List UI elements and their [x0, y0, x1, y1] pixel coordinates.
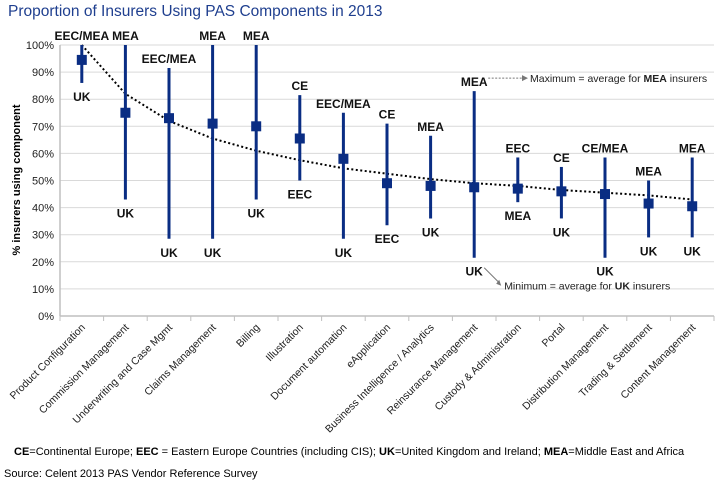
average-marker	[120, 107, 131, 118]
legend-abbr: MEA	[543, 446, 569, 458]
max-label: MEA	[679, 141, 706, 155]
y-tick-labels: 0% 10% 20% 30% 40% 50% 60% 70% 80% 90% 100%	[26, 40, 54, 323]
y-axis-label: % insurers using component	[11, 104, 23, 255]
min-label: EEC	[375, 232, 400, 246]
legend-abbr: CE	[14, 446, 30, 458]
x-tick-label: Portal	[540, 322, 568, 350]
min-label: UK	[204, 246, 222, 260]
max-label: CE/MEA	[582, 141, 629, 155]
min-label: UK	[640, 244, 658, 258]
y-tick-label: 80%	[32, 94, 54, 106]
min-label: MEA	[504, 209, 531, 223]
average-marker	[600, 189, 610, 200]
min-label: UK	[335, 246, 353, 260]
average-marker	[512, 183, 523, 194]
y-tick-label: 100%	[26, 40, 54, 52]
legend-abbr: UK	[379, 446, 395, 458]
annotation-arrow	[483, 267, 499, 283]
max-label: MEA	[417, 120, 444, 134]
average-marker	[382, 178, 392, 189]
min-label: UK	[117, 206, 135, 220]
x-tick-label: Distribution Management	[520, 322, 611, 413]
y-tick-label: 60%	[32, 148, 54, 160]
arrow-head-icon	[522, 75, 528, 82]
x-tick-label: Trading & Settlement	[577, 322, 655, 400]
trendline	[81, 44, 693, 201]
max-label: MEA	[635, 165, 662, 179]
min-labels: UK UK UK UK UK EEC UK EEC UK UK MEA UK UK UK UK	[73, 90, 701, 279]
legend-text: =United Kingdom and Ireland;	[394, 446, 544, 458]
x-tick-label: Commission Management	[37, 322, 132, 417]
min-label: UK	[466, 265, 484, 279]
abbreviation-legend: CE=Continental Europe; EEC = Eastern Eur…	[14, 446, 684, 458]
max-label: CE	[553, 151, 570, 165]
min-label: UK	[596, 265, 614, 279]
x-tick-label: Custody & Administration	[432, 322, 524, 414]
x-tick-label: Product Configuration	[8, 322, 88, 402]
min-label: UK	[684, 244, 702, 258]
average-marker	[164, 113, 174, 124]
max-label: MEA	[461, 75, 488, 89]
average-marker	[76, 54, 87, 65]
max-label: CE	[379, 108, 396, 122]
legend-text: =Continental Europe;	[29, 446, 136, 458]
axes	[59, 45, 715, 321]
min-label: UK	[160, 246, 178, 260]
trendline-path	[81, 44, 693, 201]
annotation-min: Minimum = average for UK insurers	[504, 281, 670, 293]
x-tick-label: Billing	[234, 322, 262, 350]
average-marker	[556, 186, 567, 197]
average-marker	[425, 180, 436, 191]
y-tick-label: 20%	[32, 257, 54, 269]
max-label: EEC/MEA	[54, 29, 109, 43]
max-label: MEA	[112, 29, 139, 43]
max-label: CE	[291, 79, 308, 93]
average-marker	[207, 118, 218, 129]
annotations: Maximum = average for MEA insurers Minimu…	[483, 73, 707, 293]
x-tick-label: Reinsurance Management	[385, 322, 481, 418]
average-marker	[338, 153, 349, 164]
x-tick-label: Claims Management	[142, 322, 219, 399]
y-tick-label: 50%	[32, 176, 54, 188]
average-marker	[687, 201, 698, 212]
min-label: UK	[248, 206, 266, 220]
range-bars	[80, 45, 694, 258]
max-label: MEA	[243, 29, 270, 43]
min-label: UK	[553, 225, 571, 239]
annotation-max: Maximum = average for MEA insurers	[530, 73, 707, 85]
x-tick-label: Content Management	[618, 322, 698, 402]
legend-abbr: EEC	[136, 446, 159, 458]
max-label: EEC/MEA	[142, 52, 197, 66]
y-tick-label: 10%	[32, 284, 54, 296]
min-label: UK	[422, 225, 440, 239]
source-note: Source: Celent 2013 PAS Vendor Reference…	[4, 468, 258, 480]
y-tick-label: 90%	[32, 67, 54, 79]
max-label: EEC	[505, 141, 530, 155]
y-tick-label: 40%	[32, 203, 54, 215]
min-label: UK	[73, 90, 91, 104]
average-marker	[251, 121, 262, 132]
arrow-head-icon	[496, 279, 502, 286]
x-tick-label: Illustration	[264, 322, 306, 364]
max-label: MEA	[199, 29, 226, 43]
legend-text: = Eastern Europe Countries (including CI…	[158, 446, 380, 458]
average-marker	[469, 182, 480, 193]
average-markers	[76, 54, 698, 212]
min-label: EEC	[287, 188, 312, 202]
average-marker	[643, 198, 654, 209]
average-marker	[294, 133, 305, 144]
y-tick-label: 70%	[32, 121, 54, 133]
max-label: EEC/MEA	[316, 97, 371, 111]
y-tick-label: 0%	[38, 311, 54, 323]
chart-title: Proportion of Insurers Using PAS Compone…	[8, 3, 383, 20]
x-tick-label: Document automation	[268, 322, 349, 403]
y-tick-label: 30%	[32, 230, 54, 242]
legend-text: =Middle East and Africa	[568, 446, 685, 458]
